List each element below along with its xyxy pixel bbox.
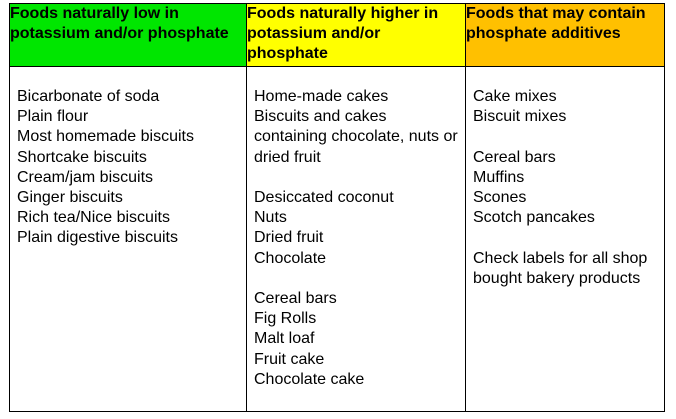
list-item: Fruit cake [254, 350, 325, 368]
list-item: Shortcake biscuits [17, 148, 147, 166]
list-item: Chocolate [254, 249, 327, 267]
list-item: Cereal bars [254, 290, 337, 307]
header-phosphate-additives: Foods that may contain phosphate additiv… [465, 3, 665, 67]
header-row: Foods naturally low in potassium and/or … [9, 3, 665, 67]
column-phosphate-additives-list: Cake mixes Biscuit mixes Cereal bars Muffin… [465, 66, 665, 412]
list-item: Home-made cakes [254, 88, 389, 105]
food-table: Foods naturally low in potassium and/or … [9, 3, 665, 412]
list-item: Biscuit mixes [473, 108, 567, 126]
list-item: Scotch pancakes [473, 209, 595, 227]
list-item: Bicarbonate of soda [17, 88, 160, 105]
header-low-potassium: Foods naturally low in potassium and/or … [9, 3, 247, 67]
list-item: Most homemade biscuits [17, 128, 194, 146]
list-item: Malt loaf [254, 330, 315, 348]
list-item: Ginger biscuits [17, 189, 123, 207]
list-item: Rich tea/Nice biscuits [17, 209, 170, 227]
list-item: Nuts [254, 209, 287, 227]
group-gap [254, 269, 459, 289]
list-item: Biscuits and cakes containing chocolate,… [254, 108, 458, 166]
list-item: Check labels for all shop bought bakery … [473, 249, 648, 287]
list-item: Plain flour [17, 108, 89, 126]
list-item: Cereal bars [473, 148, 556, 166]
list-item: Cream/jam biscuits [17, 168, 154, 186]
column-higher-potassium-list: Home-made cakes Biscuits and cakes contai… [246, 66, 466, 412]
column-low-potassium-list: Bicarbonate of soda Plain flour Most homem… [9, 66, 247, 412]
group-gap [473, 228, 658, 248]
list-item: Chocolate cake [254, 370, 365, 388]
list-item: Scones [473, 189, 527, 206]
list-item: Dried fruit [254, 229, 324, 247]
header-higher-potassium: Foods naturally higher in potassium and/… [246, 3, 466, 67]
list-item: Plain digestive biscuits [17, 229, 178, 247]
list-item: Fig Rolls [254, 310, 317, 328]
list-item: Cake mixes [473, 88, 557, 105]
list-item: Muffins [473, 168, 525, 186]
list-item: Desiccated coconut [254, 189, 394, 206]
group-gap [254, 168, 459, 188]
group-gap [473, 127, 658, 147]
body-row: Bicarbonate of soda Plain flour Most homem… [9, 66, 665, 412]
